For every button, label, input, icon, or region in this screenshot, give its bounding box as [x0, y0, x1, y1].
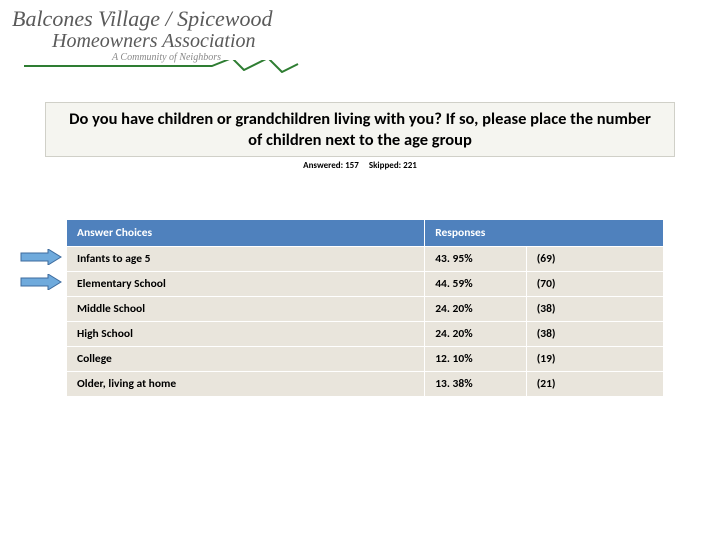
- row-pct: 24. 20%: [425, 322, 526, 347]
- row-label: Older, living at home: [67, 372, 425, 397]
- table-row: College 12. 10% (19): [67, 347, 664, 372]
- skipped-count: Skipped: 221: [369, 160, 417, 171]
- row-pct: 12. 10%: [425, 347, 526, 372]
- table-row: High School 24. 20% (38): [67, 322, 664, 347]
- table-body: Infants to age 5 43. 95% (69) Elementary…: [67, 247, 664, 397]
- arrow-indicator-2: [20, 274, 62, 290]
- meta-line: Answered: 157 Skipped: 221: [45, 160, 675, 171]
- row-count: (70): [526, 272, 663, 297]
- row-label: Elementary School: [67, 272, 425, 297]
- table-row: Middle School 24. 20% (38): [67, 297, 664, 322]
- question-text: Do you have children or grandchildren li…: [64, 109, 656, 150]
- logo-line-1: Balcones Village / Spicewood: [12, 8, 312, 30]
- logo-underline-icon: [22, 60, 302, 80]
- results-table: Answer Choices Responses Infants to age …: [66, 219, 664, 397]
- row-pct: 24. 20%: [425, 297, 526, 322]
- row-count: (38): [526, 297, 663, 322]
- row-count: (69): [526, 247, 663, 272]
- arrow-indicator-1: [20, 249, 62, 265]
- row-label: Infants to age 5: [67, 247, 425, 272]
- row-pct: 44. 59%: [425, 272, 526, 297]
- col-header-responses: Responses: [425, 220, 664, 247]
- row-count: (38): [526, 322, 663, 347]
- question-box: Do you have children or grandchildren li…: [45, 102, 675, 157]
- row-pct: 43. 95%: [425, 247, 526, 272]
- table-row: Infants to age 5 43. 95% (69): [67, 247, 664, 272]
- row-count: (19): [526, 347, 663, 372]
- row-pct: 13. 38%: [425, 372, 526, 397]
- row-label: Middle School: [67, 297, 425, 322]
- table-row: Older, living at home 13. 38% (21): [67, 372, 664, 397]
- row-label: High School: [67, 322, 425, 347]
- table-row: Elementary School 44. 59% (70): [67, 272, 664, 297]
- answered-count: Answered: 157: [303, 160, 359, 171]
- logo-block: Balcones Village / Spicewood Homeowners …: [12, 8, 312, 63]
- results-table-wrap: Answer Choices Responses Infants to age …: [65, 218, 665, 398]
- col-header-choices: Answer Choices: [67, 220, 425, 247]
- table-header-row: Answer Choices Responses: [67, 220, 664, 247]
- row-count: (21): [526, 372, 663, 397]
- row-label: College: [67, 347, 425, 372]
- logo-line-2: Homeowners Association: [52, 30, 312, 52]
